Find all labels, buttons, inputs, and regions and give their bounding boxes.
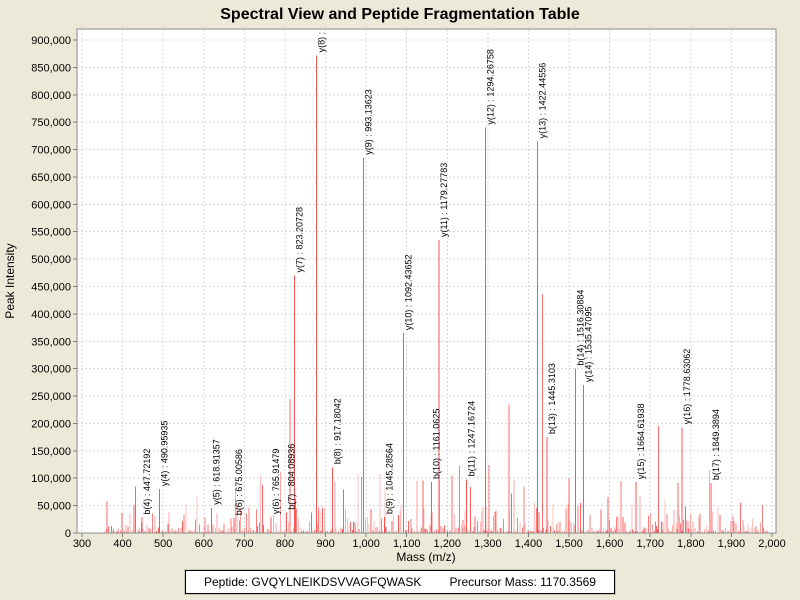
y-tick-label: 300,000: [31, 364, 71, 376]
y-tick-label: 250,000: [31, 391, 71, 403]
unlabeled-major-peaks: [106, 294, 741, 533]
peak-label: y(14) : 1535.47095: [583, 307, 593, 383]
chart-title: Spectral View and Peptide Fragmentation …: [220, 6, 580, 23]
precursor-mass-label: Precursor Mass:: [449, 575, 537, 589]
x-tick-label: 2,000: [758, 538, 786, 550]
x-tick-label: 1,800: [677, 538, 705, 550]
peak-label: y(9) : 993.13623: [363, 89, 373, 155]
x-tick-label: 1,300: [474, 538, 502, 550]
x-tick-labels: 300 400 500 600 700 800 900 1,000 1,100 1,200 1,30…: [73, 538, 786, 550]
x-tick-label: 800: [276, 538, 294, 550]
y-tick-label: 600,000: [31, 199, 71, 211]
peak-label: y(15) : 1664.61938: [636, 403, 646, 479]
y-tick-label: 650,000: [31, 172, 71, 184]
peak-annotations: b(4) : 447.72192 y(4) : 490.95935 y(5) : 6…: [142, 32, 721, 515]
axis-tick-marks: [73, 39, 773, 537]
y-tick-label: 450,000: [31, 282, 71, 294]
x-tick-label: 1,000: [352, 538, 380, 550]
spectrum-chart: 300 400 500 600 700 800 900 1,000 1,100 1,200 1,30…: [3, 28, 786, 564]
peak-label: b(4) : 447.72192: [142, 449, 152, 515]
peak-label: b(8) : 917.18042: [333, 398, 343, 464]
peak-label: y(4) : 490.95935: [160, 421, 170, 487]
peak-label: y(10) : 1092.43652: [404, 254, 414, 330]
y-tick-label: 800,000: [31, 90, 71, 102]
x-tick-label: 1,500: [555, 538, 583, 550]
noise-peaks: [104, 464, 768, 533]
precursor-mass-value: 1170.3569: [540, 575, 596, 589]
y-tick-label: 700,000: [31, 145, 71, 157]
peak-label: y(6) : 765.91479: [271, 449, 281, 515]
y-tick-label: 750,000: [31, 117, 71, 129]
peak-label: y(8) :: [316, 32, 326, 53]
x-tick-label: 1,900: [718, 538, 746, 550]
peptide-value: GVQYLNEIKDSVVAGFQWASK: [251, 575, 422, 589]
peak-label: b(14) : 1516.30884: [576, 290, 586, 366]
y-tick-label: 100,000: [31, 473, 71, 485]
y-tick-label: 200,000: [31, 418, 71, 430]
peak-label: b(6) : 675.00586: [234, 449, 244, 515]
x-tick-label: 500: [154, 538, 172, 550]
x-tick-label: 900: [316, 538, 334, 550]
x-tick-label: 1,100: [393, 538, 421, 550]
peak-label: b(10) : 1161.0625: [431, 409, 441, 479]
peak-label: y(16) : 1778.63062: [682, 349, 692, 425]
x-axis-title: Mass (m/z): [396, 550, 455, 564]
x-tick-label: 400: [113, 538, 131, 550]
x-tick-label: 1,600: [596, 538, 624, 550]
y-tick-label: 900,000: [31, 35, 71, 47]
x-tick-label: 600: [195, 538, 213, 550]
peak-label: y(5) : 618.91357: [211, 439, 221, 505]
y-tick-label: 350,000: [31, 336, 71, 348]
peptide-info-row: Peptide: GVQYLNEIKDSVVAGFQWASK Precursor …: [0, 570, 800, 594]
plot-area: [77, 29, 776, 533]
y-tick-labels: 0 50,000 100,000 150,000 200,000 250,000 300,0…: [31, 35, 71, 540]
y-tick-label: 0: [65, 528, 71, 540]
fragment-ion-peaks: [141, 55, 712, 533]
peak-label: y(7) : 823.20728: [294, 207, 304, 273]
peak-label: b(7) : 804.08936: [287, 444, 297, 510]
plot-border: [76, 28, 777, 534]
x-tick-label: 1,700: [636, 538, 664, 550]
peak-label: y(13) : 1422.44556: [538, 63, 548, 139]
y-tick-label: 50,000: [37, 501, 71, 513]
y-tick-label: 400,000: [31, 309, 71, 321]
gridlines: [77, 29, 776, 534]
y-tick-label: 850,000: [31, 62, 71, 74]
y-tick-label: 150,000: [31, 446, 71, 458]
peak-label: b(9) : 1045.28564: [384, 443, 394, 514]
y-axis-title: Peak Intensity: [3, 243, 17, 318]
x-tick-label: 1,200: [434, 538, 462, 550]
peptide-label: Peptide:: [204, 575, 249, 589]
x-tick-label: 1,400: [515, 538, 543, 550]
peak-label: y(12) : 1294.26758: [486, 49, 496, 125]
x-tick-label: 700: [235, 538, 253, 550]
peak-label: y(11) : 1179.27783: [439, 163, 449, 237]
x-tick-label: 300: [73, 538, 91, 550]
peak-label: b(13) : 1445.3103: [547, 363, 557, 434]
y-tick-label: 550,000: [31, 227, 71, 239]
peak-label: b(11) : 1247.16724: [466, 401, 476, 476]
peak-label: b(17) : 1849.3894: [711, 409, 721, 480]
y-tick-label: 500,000: [31, 254, 71, 266]
peptide-info-box: Peptide: GVQYLNEIKDSVVAGFQWASK Precursor …: [185, 570, 615, 594]
